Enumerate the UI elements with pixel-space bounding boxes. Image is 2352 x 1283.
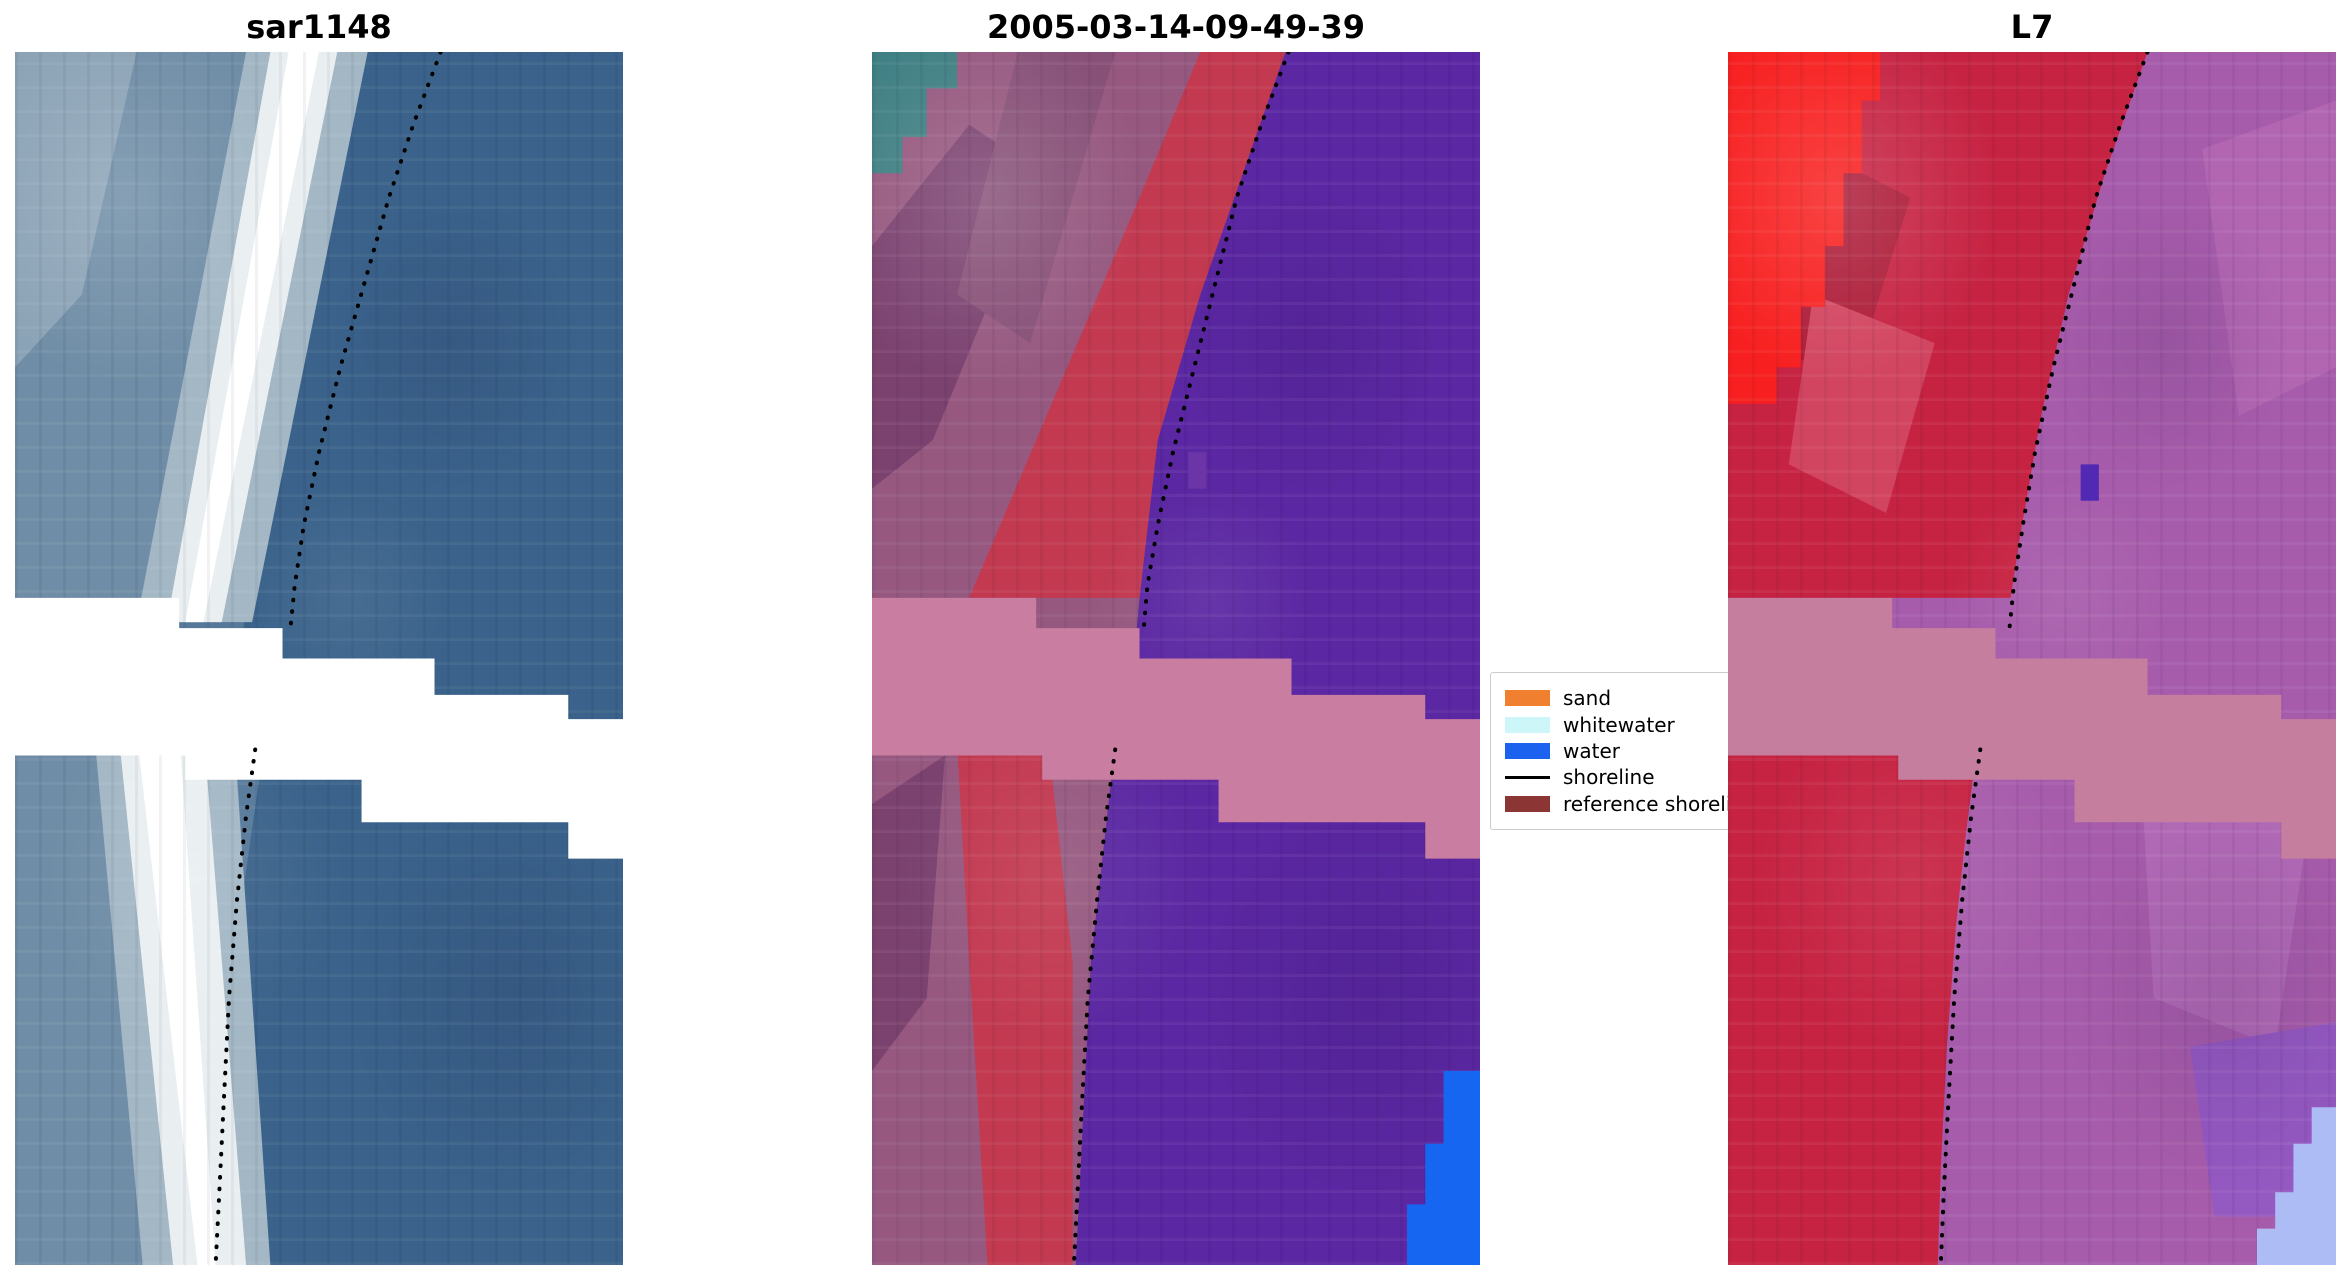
panel-image-classified	[872, 52, 1480, 1265]
panel-image-l7	[1728, 52, 2336, 1265]
legend-item-sand: sand	[1505, 685, 1823, 711]
panel-sar1148: sar1148	[15, 8, 623, 1265]
water-swatch	[1505, 742, 1550, 759]
panel-title-sar1148: sar1148	[246, 8, 392, 46]
shoreline-dotted-line	[1938, 52, 2150, 1265]
shoreline-dotted-line	[213, 52, 443, 1265]
legend-item-water: water	[1505, 738, 1823, 764]
region-dark-violet-pixel-patch	[2080, 464, 2099, 501]
legend-label-water: water	[1563, 738, 1620, 763]
reference-shoreline-swatch	[1505, 795, 1550, 812]
sand-swatch	[1505, 690, 1550, 707]
panel-classified: 2005-03-14-09-49-39	[872, 8, 1480, 1265]
legend-label-reference-shoreline: reference shoreline	[1563, 791, 1757, 816]
region-crimson-lower	[1728, 743, 1978, 1265]
legend-label-whitewater: whitewater	[1563, 712, 1675, 737]
legend-label-sand: sand	[1563, 686, 1612, 711]
region-lower-purple-water	[1075, 743, 1480, 1265]
legend-label-shoreline: shoreline	[1563, 765, 1655, 790]
shoreline-dotted-line	[1071, 52, 1291, 1265]
legend-item-whitewater: whitewater	[1505, 712, 1823, 738]
region-purple-pixel-patch	[1188, 452, 1207, 489]
panel-l7: L7	[1728, 8, 2336, 1265]
legend-item-reference-shoreline: reference shoreline	[1505, 791, 1823, 817]
panel-title-l7: L7	[2010, 8, 2054, 46]
legend-item-shoreline: shoreline	[1505, 764, 1823, 790]
region-lower-right-deep-blue	[227, 743, 623, 1265]
whitewater-swatch	[1505, 716, 1550, 733]
panel-title-classified: 2005-03-14-09-49-39	[986, 8, 1366, 46]
shoreline-line-swatch	[1505, 775, 1550, 779]
panel-image-sar1148	[15, 52, 623, 1265]
